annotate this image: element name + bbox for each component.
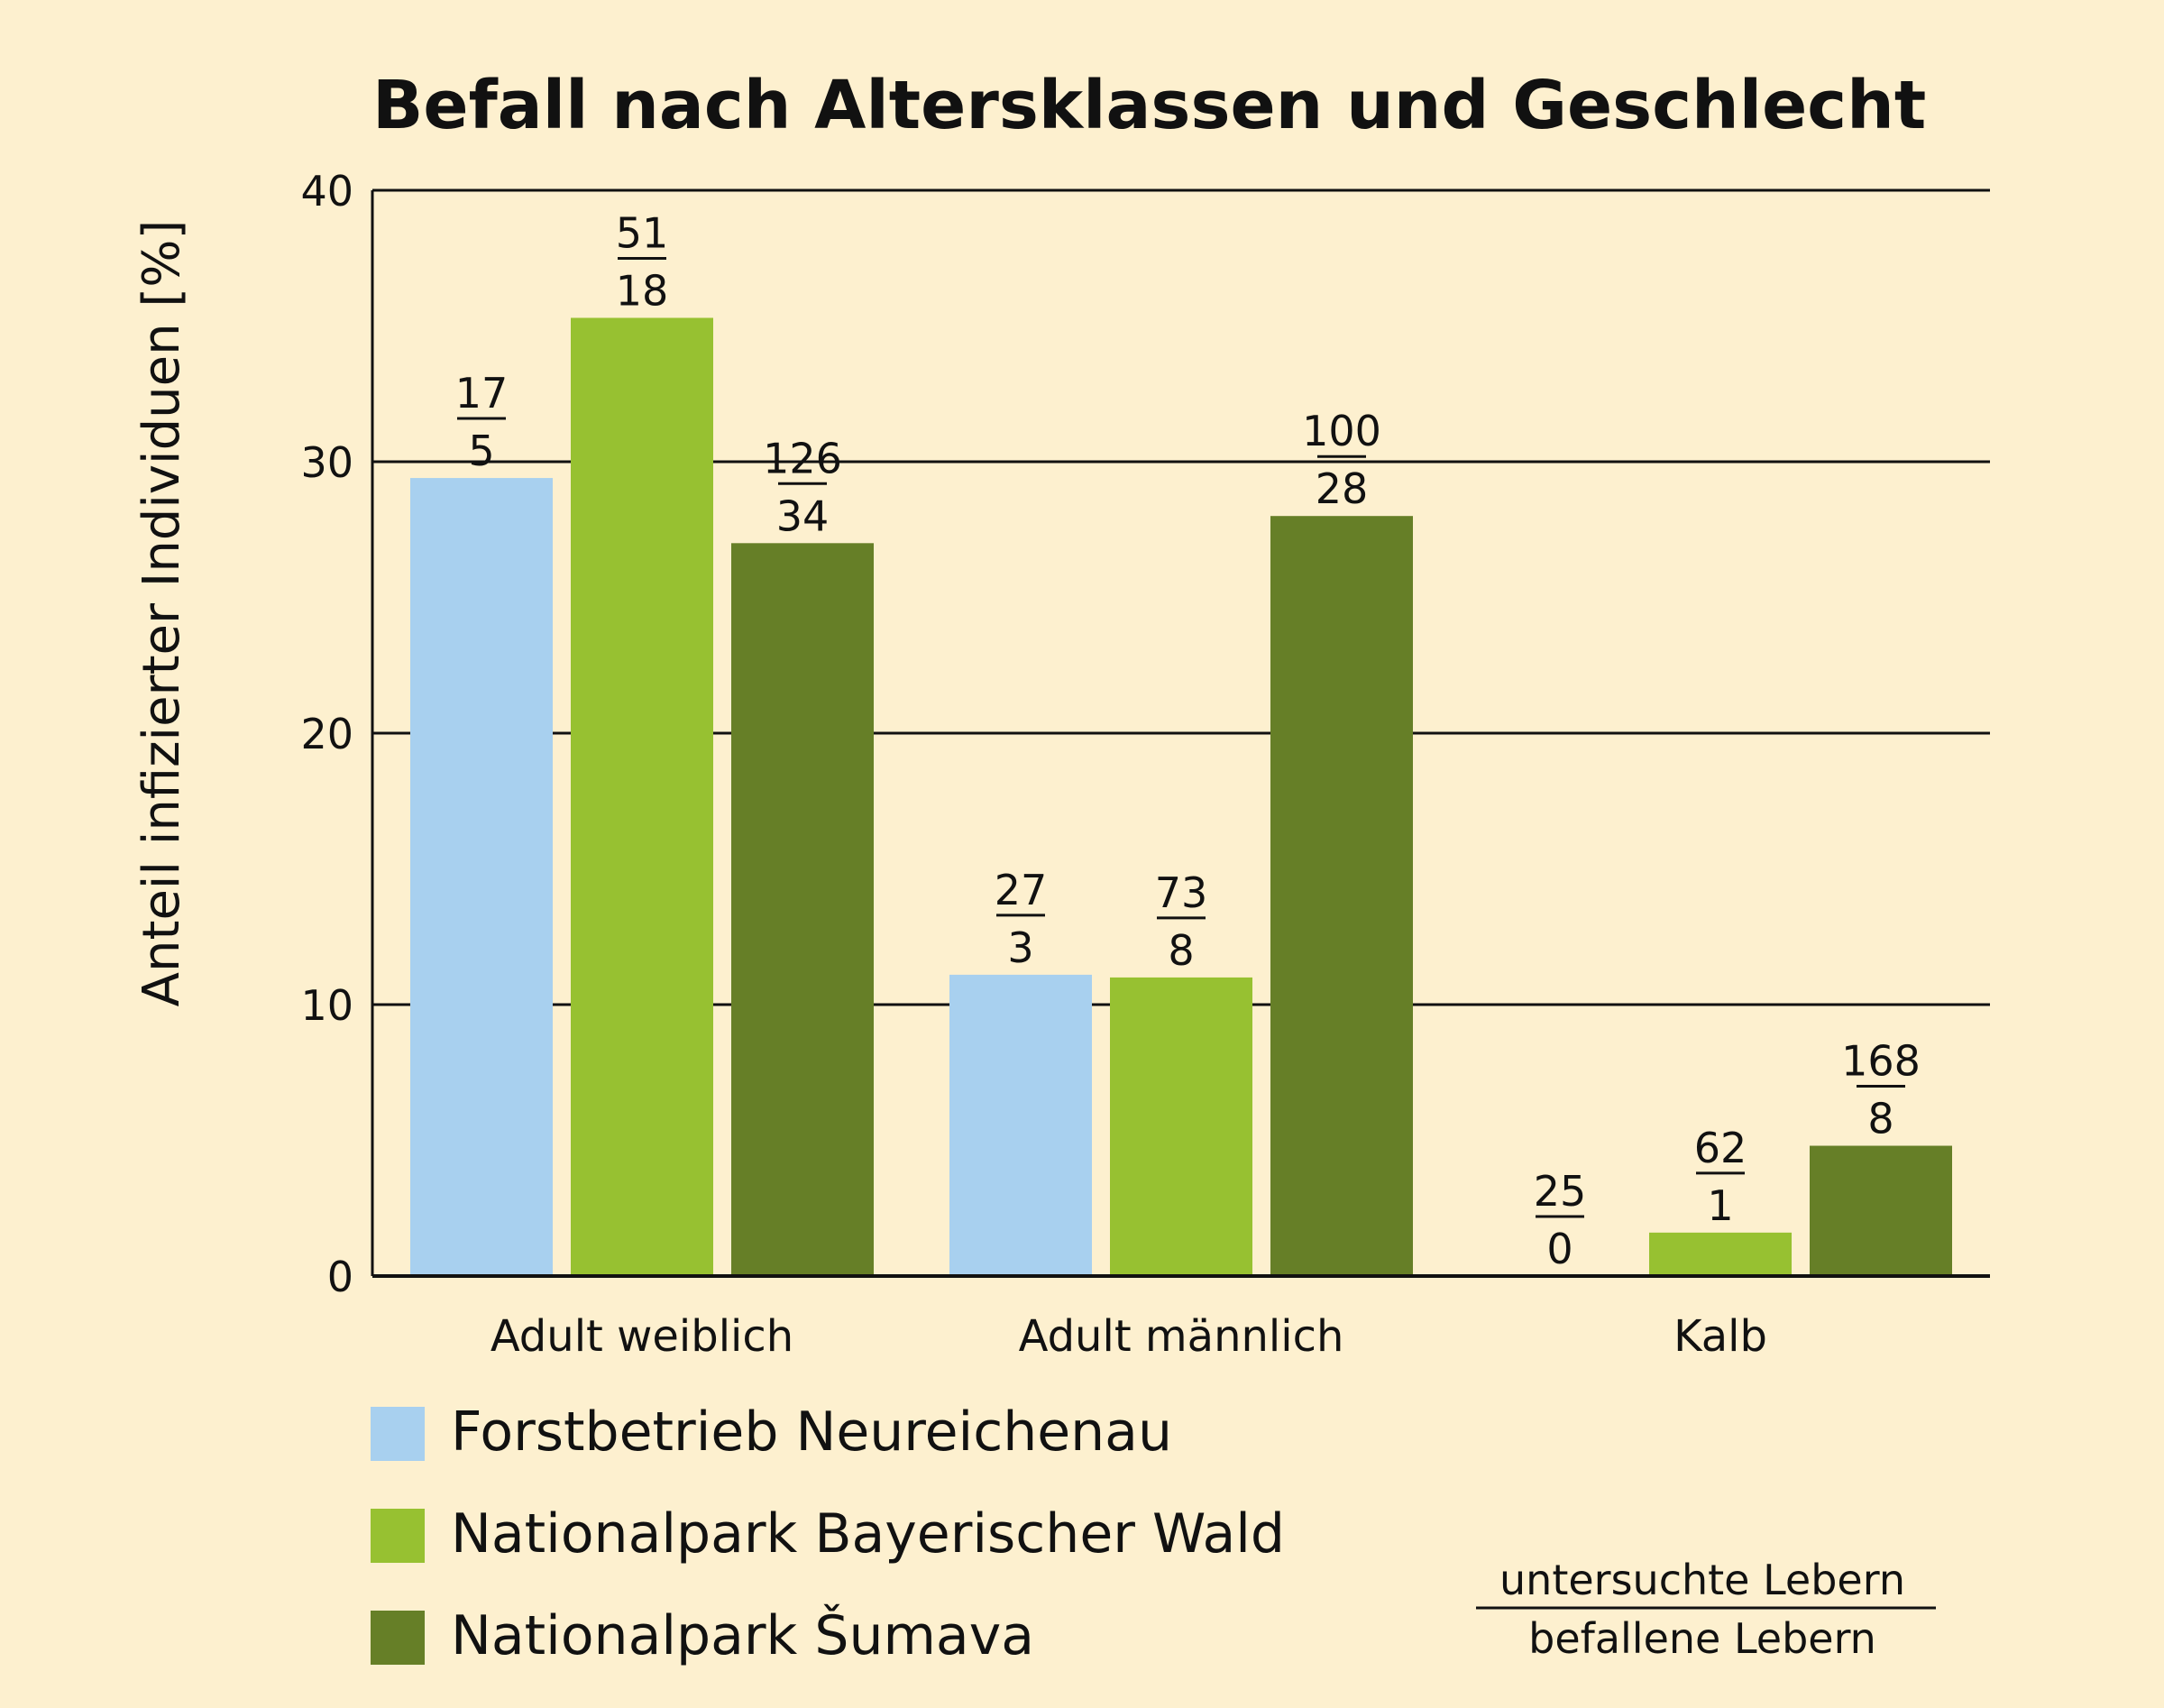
y-tick-label: 40 bbox=[300, 167, 353, 216]
x-tick-label: Adult weiblich bbox=[491, 1311, 793, 1362]
x-tick-label: Kalb bbox=[1673, 1311, 1767, 1362]
fraction-key-denominator: befallene Lebern bbox=[1528, 1614, 1876, 1663]
legend-label: Nationalpark Bayerischer Wald bbox=[451, 1502, 1285, 1566]
data-label-infected: 0 bbox=[1546, 1225, 1573, 1273]
y-tick-label: 20 bbox=[300, 710, 353, 758]
bar bbox=[731, 543, 874, 1276]
data-label-examined: 168 bbox=[1841, 1037, 1921, 1086]
data-label-infected: 1 bbox=[1707, 1181, 1733, 1230]
data-label-infected: 3 bbox=[1007, 923, 1033, 972]
data-label-examined: 100 bbox=[1302, 407, 1381, 455]
y-tick-label: 10 bbox=[300, 981, 353, 1030]
legend-label: Nationalpark Šumava bbox=[451, 1603, 1034, 1667]
data-label-examined: 126 bbox=[763, 434, 842, 482]
bar bbox=[1110, 977, 1252, 1276]
bar bbox=[1649, 1232, 1792, 1276]
bar bbox=[571, 317, 713, 1277]
bar bbox=[1810, 1145, 1952, 1276]
fraction-key: untersuchte Lebern befallene Lebern bbox=[1476, 1556, 1936, 1663]
data-label-infected: 8 bbox=[1168, 926, 1194, 975]
data-label-examined: 73 bbox=[1155, 868, 1208, 917]
bar bbox=[1270, 516, 1413, 1276]
legend-swatch bbox=[371, 1407, 425, 1461]
chart-title: Befall nach Altersklassen und Geschlecht bbox=[372, 67, 1926, 144]
legend: Forstbetrieb Neureichenau Nationalpark Ba… bbox=[371, 1400, 1285, 1667]
bar bbox=[410, 478, 553, 1276]
data-label-examined: 25 bbox=[1534, 1167, 1587, 1216]
y-axis-label: Anteil infizierter Individuen [%] bbox=[133, 220, 191, 1007]
data-label-examined: 27 bbox=[995, 866, 1048, 914]
y-tick-label: 30 bbox=[300, 438, 353, 487]
fraction-key-numerator: untersuchte Lebern bbox=[1499, 1556, 1905, 1604]
data-label-infected: 34 bbox=[776, 491, 830, 540]
data-label-infected: 5 bbox=[468, 427, 494, 475]
x-tick-label: Adult männlich bbox=[1019, 1311, 1344, 1362]
data-labels: 17 5 51 18 126 34 27 3 73 8 100 28 25 0 62 1 168 8 bbox=[455, 208, 1921, 1273]
legend-swatch bbox=[371, 1509, 425, 1563]
legend-label: Forstbetrieb Neureichenau bbox=[451, 1400, 1172, 1464]
data-label-examined: 62 bbox=[1694, 1124, 1747, 1172]
bar bbox=[949, 974, 1092, 1276]
legend-swatch bbox=[371, 1611, 425, 1665]
data-label-infected: 8 bbox=[1867, 1095, 1894, 1143]
data-label-examined: 17 bbox=[455, 369, 509, 418]
y-tick-label: 0 bbox=[327, 1253, 353, 1301]
data-label-examined: 51 bbox=[616, 208, 669, 257]
bars bbox=[410, 317, 1952, 1277]
data-label-infected: 28 bbox=[1316, 464, 1369, 513]
data-label-infected: 18 bbox=[616, 266, 669, 315]
